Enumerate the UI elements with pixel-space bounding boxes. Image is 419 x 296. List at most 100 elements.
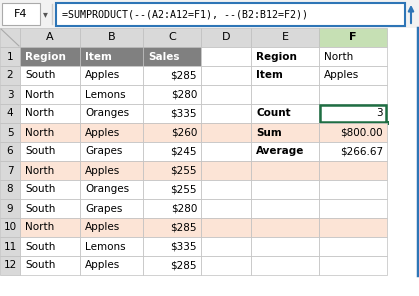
Bar bbox=[319, 180, 387, 199]
Text: Apples: Apples bbox=[85, 165, 120, 176]
Bar bbox=[319, 104, 387, 123]
Bar bbox=[143, 28, 201, 47]
Text: North: North bbox=[25, 128, 54, 138]
Text: Oranges: Oranges bbox=[85, 184, 129, 194]
Text: Apples: Apples bbox=[85, 223, 120, 232]
Bar bbox=[319, 123, 387, 142]
Text: $280: $280 bbox=[171, 204, 197, 213]
Bar bbox=[80, 47, 143, 66]
Text: North: North bbox=[25, 165, 54, 176]
Text: Region: Region bbox=[25, 52, 66, 62]
Bar bbox=[80, 199, 143, 218]
Text: D: D bbox=[222, 33, 230, 43]
Text: 8: 8 bbox=[7, 184, 13, 194]
Bar bbox=[0, 142, 20, 161]
Bar bbox=[201, 256, 251, 275]
Text: C: C bbox=[168, 33, 176, 43]
Bar bbox=[201, 237, 251, 256]
Text: Grapes: Grapes bbox=[85, 204, 122, 213]
Text: $255: $255 bbox=[171, 184, 197, 194]
Bar bbox=[20, 237, 80, 256]
Text: $335: $335 bbox=[171, 242, 197, 252]
Bar bbox=[251, 142, 319, 161]
Text: Oranges: Oranges bbox=[85, 109, 129, 118]
Bar bbox=[80, 123, 143, 142]
Bar bbox=[80, 28, 143, 47]
Bar bbox=[20, 161, 80, 180]
Text: 11: 11 bbox=[3, 242, 17, 252]
Text: 9: 9 bbox=[7, 204, 13, 213]
Bar bbox=[251, 47, 319, 66]
Text: 10: 10 bbox=[3, 223, 17, 232]
Bar bbox=[20, 66, 80, 85]
Text: Apples: Apples bbox=[85, 70, 120, 81]
Text: $280: $280 bbox=[171, 89, 197, 99]
Bar bbox=[201, 199, 251, 218]
Bar bbox=[0, 85, 20, 104]
Text: Average: Average bbox=[256, 147, 304, 157]
Bar bbox=[20, 199, 80, 218]
Text: Count: Count bbox=[256, 109, 291, 118]
Text: 3: 3 bbox=[7, 89, 13, 99]
Bar bbox=[0, 28, 20, 47]
Bar bbox=[251, 218, 319, 237]
Bar bbox=[0, 218, 20, 237]
Text: Lemons: Lemons bbox=[85, 242, 126, 252]
Text: $800.00: $800.00 bbox=[340, 128, 383, 138]
Bar bbox=[319, 199, 387, 218]
Text: North: North bbox=[25, 89, 54, 99]
Bar bbox=[0, 104, 20, 123]
Bar bbox=[251, 123, 319, 142]
Text: Item: Item bbox=[256, 70, 283, 81]
Bar bbox=[385, 121, 389, 125]
Text: South: South bbox=[25, 184, 55, 194]
Bar bbox=[20, 218, 80, 237]
Text: Apples: Apples bbox=[324, 70, 359, 81]
Bar bbox=[201, 85, 251, 104]
Bar bbox=[20, 47, 80, 66]
Bar bbox=[201, 104, 251, 123]
Bar bbox=[320, 105, 386, 122]
Bar bbox=[80, 256, 143, 275]
Text: 6: 6 bbox=[7, 147, 13, 157]
Bar bbox=[319, 237, 387, 256]
Bar bbox=[319, 66, 387, 85]
Text: $285: $285 bbox=[171, 70, 197, 81]
Bar bbox=[251, 85, 319, 104]
Text: $335: $335 bbox=[171, 109, 197, 118]
Bar bbox=[251, 237, 319, 256]
Bar bbox=[143, 256, 201, 275]
Bar bbox=[319, 142, 387, 161]
Bar bbox=[20, 256, 80, 275]
Bar bbox=[319, 161, 387, 180]
Bar bbox=[20, 104, 80, 123]
Text: $266.67: $266.67 bbox=[340, 147, 383, 157]
Bar bbox=[0, 123, 20, 142]
Bar bbox=[20, 142, 80, 161]
Bar bbox=[201, 142, 251, 161]
Text: $285: $285 bbox=[171, 260, 197, 271]
Bar bbox=[143, 47, 201, 66]
Text: South: South bbox=[25, 204, 55, 213]
Text: 12: 12 bbox=[3, 260, 17, 271]
Bar bbox=[251, 28, 319, 47]
Text: North: North bbox=[25, 223, 54, 232]
Bar bbox=[201, 66, 251, 85]
Text: Grapes: Grapes bbox=[85, 147, 122, 157]
Bar bbox=[80, 104, 143, 123]
Text: Lemons: Lemons bbox=[85, 89, 126, 99]
Bar bbox=[20, 123, 80, 142]
Bar bbox=[0, 0, 419, 28]
Text: 4: 4 bbox=[7, 109, 13, 118]
Bar bbox=[251, 180, 319, 199]
Text: North: North bbox=[324, 52, 353, 62]
Text: 7: 7 bbox=[7, 165, 13, 176]
Bar bbox=[20, 85, 80, 104]
Bar bbox=[319, 218, 387, 237]
Bar bbox=[201, 161, 251, 180]
Bar bbox=[143, 218, 201, 237]
Bar bbox=[80, 142, 143, 161]
Text: Apples: Apples bbox=[85, 260, 120, 271]
Bar bbox=[143, 161, 201, 180]
Text: 5: 5 bbox=[7, 128, 13, 138]
